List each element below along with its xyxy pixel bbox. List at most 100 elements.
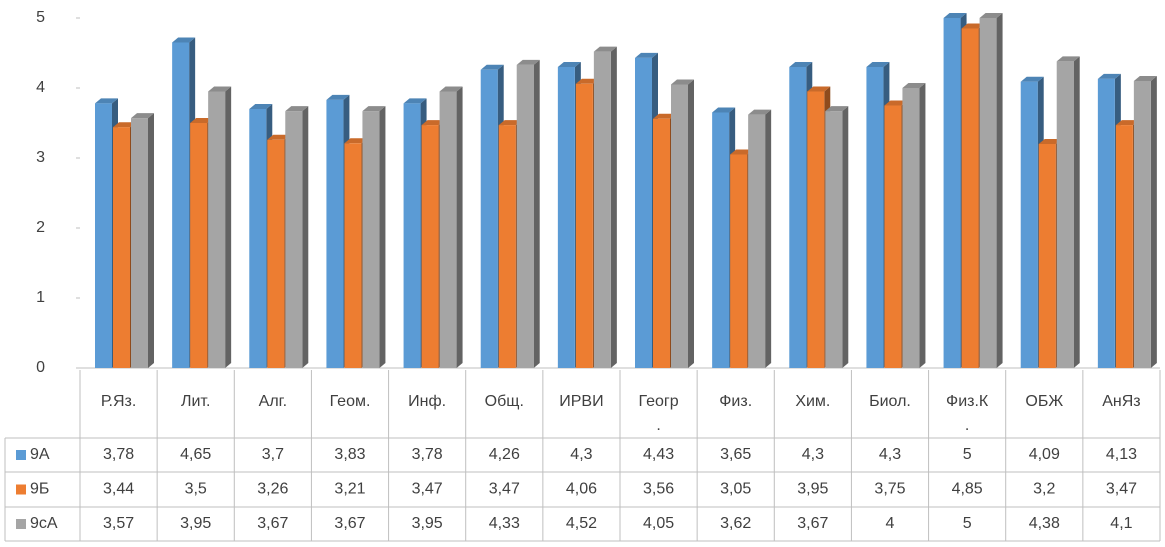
bar xyxy=(190,123,208,368)
table-value: 4,52 xyxy=(566,515,597,532)
bar-top xyxy=(1020,76,1044,82)
bar-side xyxy=(379,106,386,368)
legend-label: 9А xyxy=(30,446,50,463)
bar-side xyxy=(302,106,309,368)
bar-top xyxy=(249,104,273,109)
bar-top xyxy=(131,113,154,119)
table-value: 3,5 xyxy=(185,481,207,498)
bar xyxy=(671,84,688,368)
bar-top xyxy=(635,52,658,58)
bar-top xyxy=(866,62,890,67)
table-value: 4,3 xyxy=(879,446,901,463)
table-value: 3,95 xyxy=(797,481,828,498)
bar xyxy=(748,114,766,368)
table-value: 4,33 xyxy=(489,515,520,532)
x-tick-label: Физ.К. xyxy=(946,393,989,434)
bar-top xyxy=(712,107,736,113)
bar-top xyxy=(730,149,754,155)
bar xyxy=(172,42,190,368)
bar xyxy=(285,111,303,368)
bar-side xyxy=(919,83,926,368)
bar xyxy=(344,143,362,368)
bar-top xyxy=(825,106,849,112)
bar xyxy=(789,67,807,368)
bar xyxy=(249,109,267,368)
bar-top xyxy=(653,113,676,119)
bar-top xyxy=(884,100,908,106)
x-tick-label: ИРВИ xyxy=(559,393,603,410)
bar xyxy=(1020,81,1038,368)
x-tick-label: АнЯз xyxy=(1102,393,1140,410)
table-value: 4,3 xyxy=(570,446,592,463)
bar xyxy=(480,69,498,369)
y-tick-label: 2 xyxy=(36,219,45,236)
bar-side xyxy=(842,106,849,368)
table-value: 4,06 xyxy=(566,481,597,498)
table-value: 5 xyxy=(963,515,972,532)
x-tick-label: Лит. xyxy=(181,393,210,410)
table-value: 4,1 xyxy=(1110,515,1132,532)
table-value: 4,13 xyxy=(1106,446,1137,463)
bar xyxy=(1115,125,1133,368)
bar xyxy=(712,112,730,368)
bar-top xyxy=(943,13,967,18)
bar-top xyxy=(95,98,118,104)
bar-top xyxy=(807,86,831,92)
bar-side xyxy=(456,86,463,368)
bar xyxy=(498,125,516,368)
bar xyxy=(1133,81,1151,368)
bar xyxy=(439,91,457,368)
bar xyxy=(113,127,130,368)
bar-side xyxy=(533,59,540,369)
x-tick-label: Хим. xyxy=(795,393,830,410)
table-value: 3,2 xyxy=(1033,481,1055,498)
legend-swatch xyxy=(16,519,26,529)
table-value: 3,44 xyxy=(103,481,134,498)
bar-top xyxy=(362,106,386,112)
bar-side xyxy=(765,109,772,368)
bar xyxy=(979,18,997,368)
bar xyxy=(807,91,825,368)
table-value: 4,3 xyxy=(802,446,824,463)
bar xyxy=(421,125,439,368)
table-value: 3,05 xyxy=(720,481,751,498)
table-value: 3,67 xyxy=(257,515,288,532)
table-value: 4,65 xyxy=(180,446,211,463)
bar-top xyxy=(575,78,599,84)
table-value: 3,47 xyxy=(412,481,443,498)
table-value: 4,09 xyxy=(1029,446,1060,463)
table-value: 3,21 xyxy=(334,481,365,498)
bar xyxy=(1038,144,1056,368)
bar-top xyxy=(748,109,772,115)
bar-top xyxy=(961,23,985,29)
bar xyxy=(961,28,979,368)
y-tick-label: 1 xyxy=(36,289,45,306)
table-value: 4,26 xyxy=(489,446,520,463)
y-tick-label: 0 xyxy=(36,359,45,376)
bar-top xyxy=(439,86,463,92)
table-value: 3,7 xyxy=(262,446,284,463)
bar-top xyxy=(326,94,350,100)
table-value: 3,75 xyxy=(874,481,905,498)
bar xyxy=(635,57,652,369)
bar-top xyxy=(403,98,427,104)
bar-top xyxy=(1133,76,1157,81)
table-value: 3,47 xyxy=(489,481,520,498)
bar-top xyxy=(113,122,136,128)
x-tick-label: Р.Яз. xyxy=(101,393,136,410)
bar-side xyxy=(1073,56,1080,369)
bar-side xyxy=(148,113,154,368)
bar xyxy=(730,154,748,368)
bar-side xyxy=(225,86,232,368)
legend-swatch xyxy=(16,484,26,495)
bar xyxy=(593,51,611,368)
table-value: 3,83 xyxy=(334,446,365,463)
bar xyxy=(575,83,593,369)
bar xyxy=(653,118,670,368)
bar-top xyxy=(902,83,926,88)
bar xyxy=(516,64,534,369)
bar-top xyxy=(285,106,309,112)
bar xyxy=(267,139,285,368)
table-value: 4 xyxy=(886,515,895,532)
